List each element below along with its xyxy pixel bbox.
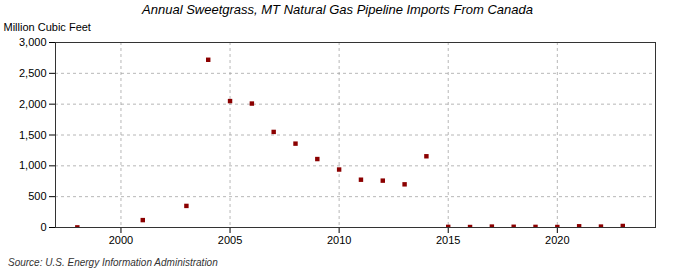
svg-text:500: 500: [28, 190, 46, 202]
html-text:Annual Sweetgrass, MT Natural: Annual Sweetgrass, MT Natural Gas Pipeli…: [142, 2, 533, 17]
svg-text:2015: 2015: [436, 234, 460, 246]
svg-text:3,000: 3,000: [19, 36, 47, 48]
svg-text:2010: 2010: [327, 234, 351, 246]
svg-text:2,000: 2,000: [19, 98, 47, 110]
svg-text:2,500: 2,500: [19, 67, 47, 79]
svg-text:2000: 2000: [109, 234, 133, 246]
svg-text:1,500: 1,500: [19, 129, 47, 141]
svg-text:0: 0: [40, 221, 46, 233]
svg-text:2005: 2005: [218, 234, 242, 246]
html-text:Source: U.S. Energy Informatio: Source: U.S. Energy Information Administ…: [8, 257, 218, 268]
svg-text:2020: 2020: [545, 234, 569, 246]
svg-text:1,000: 1,000: [19, 159, 47, 171]
svg-text:Million Cubic Feet: Million Cubic Feet: [4, 21, 91, 33]
